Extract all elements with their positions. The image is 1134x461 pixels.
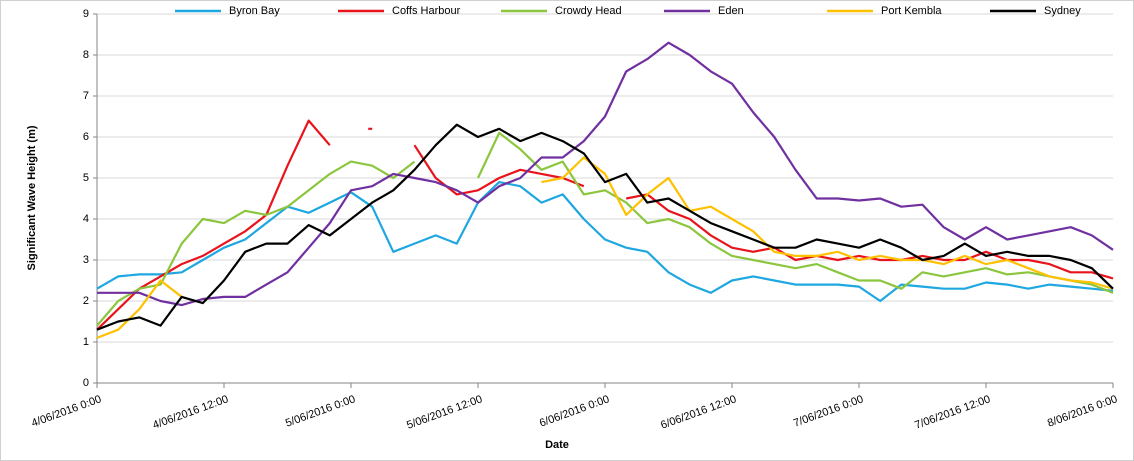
legend-label: Port Kembla [881,5,942,17]
legend-label: Coffs Harbour [392,5,461,17]
series-line [96,181,1114,303]
series-line [96,119,1114,331]
legend-label: Crowdy Head [555,5,622,17]
y-axis-title: Significant Wave Height (m) [26,125,38,270]
series-line [96,131,1114,327]
series-line [96,123,1114,331]
y-tick-label: 9 [83,8,89,20]
y-tick-label: 2 [83,295,89,307]
y-tick-label: 8 [83,49,89,61]
y-tick-label: 5 [83,172,89,184]
y-tick-label: 4 [83,213,89,225]
y-tick-label: 0 [83,377,89,389]
series-line [97,41,1114,307]
y-tick-label: 6 [83,131,89,143]
legend-label: Sydney [1044,5,1081,17]
series-line [96,156,1114,339]
legend-label: Byron Bay [229,5,280,17]
y-tick-label: 7 [83,90,89,102]
y-tick-label: 1 [83,336,89,348]
y-tick-label: 3 [83,254,89,266]
legend-label: Eden [718,5,744,17]
x-axis-title: Date [545,439,569,451]
